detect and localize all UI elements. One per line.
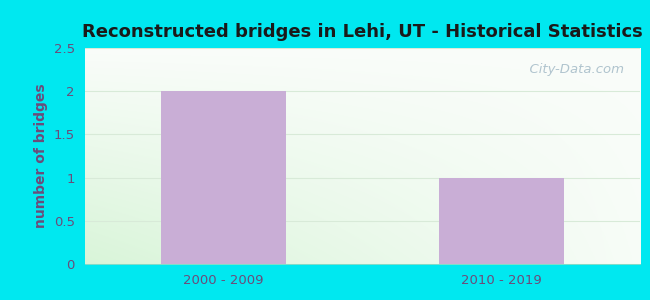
Bar [439, 178, 564, 264]
Y-axis label: number of bridges: number of bridges [34, 84, 48, 228]
Bar [161, 91, 286, 264]
Text: City-Data.com: City-Data.com [521, 63, 623, 76]
Title: Reconstructed bridges in Lehi, UT - Historical Statistics: Reconstructed bridges in Lehi, UT - Hist… [82, 23, 643, 41]
